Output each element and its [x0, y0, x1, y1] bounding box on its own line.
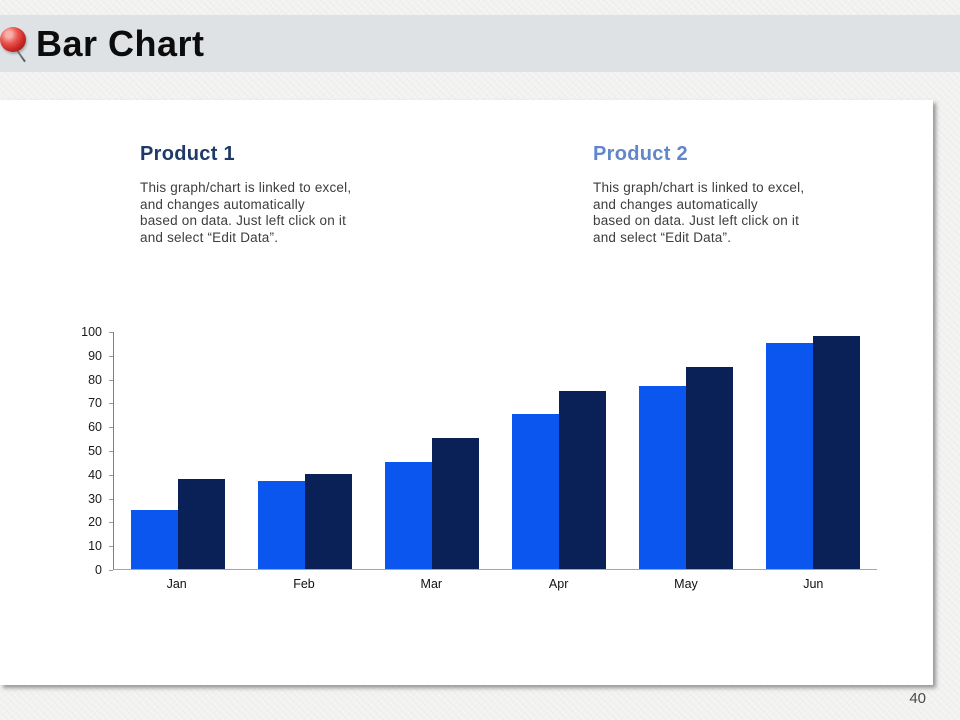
- y-axis-tick: [109, 570, 113, 571]
- bar-product-1-mar[interactable]: [384, 461, 432, 569]
- y-axis-tick: [109, 403, 113, 405]
- bar-group-mar: [368, 332, 495, 569]
- x-tick-label: Jun: [803, 577, 824, 591]
- page-number: 40: [909, 690, 926, 707]
- bar-product-1-jan[interactable]: [130, 509, 178, 569]
- x-tick-label: Apr: [548, 577, 569, 591]
- y-tick-label: 10: [88, 539, 102, 554]
- bar-product-2-mar[interactable]: [431, 438, 479, 569]
- y-axis-tick: [109, 332, 113, 333]
- y-tick-label: 50: [88, 444, 102, 458]
- y-axis-tick: [109, 355, 113, 357]
- bar-product-1-feb[interactable]: [257, 480, 305, 569]
- bar-product-2-apr[interactable]: [559, 390, 607, 569]
- y-tick-label: 80: [88, 372, 102, 387]
- x-tick-label: Jan: [166, 577, 187, 591]
- page-title: Bar Chart: [36, 22, 205, 64]
- bar-chart-plot-area[interactable]: [113, 332, 877, 570]
- y-tick-label: 60: [88, 420, 102, 435]
- product-2-description: This graph/chart is linked to excel, and…: [593, 180, 805, 245]
- bar-group-jan: [114, 332, 241, 569]
- bar-group-apr: [496, 332, 623, 569]
- product-2-title: Product 2: [593, 143, 688, 165]
- bar-product-1-may[interactable]: [639, 385, 687, 569]
- x-tick-label: May: [674, 577, 698, 591]
- bar-group-may: [623, 332, 750, 569]
- y-tick-label: 70: [88, 396, 102, 411]
- bar-product-2-jun[interactable]: [813, 335, 861, 569]
- x-tick-label: Feb: [293, 577, 315, 591]
- x-axis-labels: Jan Feb Mar Apr May Jun: [113, 577, 877, 591]
- y-tick-label: 40: [88, 467, 102, 482]
- slide-header: Bar Chart: [0, 15, 960, 72]
- y-axis-tick: [109, 522, 113, 524]
- y-axis-tick: [109, 451, 113, 452]
- y-tick-label: 20: [88, 515, 102, 530]
- x-tick-label: Mar: [420, 577, 443, 591]
- bar-group-feb: [241, 332, 368, 569]
- y-axis-tick: [109, 427, 113, 429]
- bar-product-2-jan[interactable]: [177, 478, 225, 569]
- y-axis-tick: [109, 379, 113, 381]
- y-tick-label: 100: [81, 325, 102, 339]
- product-1-block: Product 1 This graph/chart is linked to …: [140, 143, 390, 246]
- red-pushpin-icon: [0, 25, 32, 65]
- bar-product-1-apr[interactable]: [512, 414, 560, 569]
- product-1-title: Product 1: [140, 143, 235, 165]
- bar-product-2-may[interactable]: [686, 366, 734, 569]
- y-axis-tick: [109, 498, 113, 500]
- product-1-description: This graph/chart is linked to excel, and…: [140, 180, 352, 245]
- product-2-block: Product 2 This graph/chart is linked to …: [593, 143, 843, 246]
- bar-product-2-feb[interactable]: [304, 473, 352, 569]
- bar-group-jun: [750, 332, 877, 569]
- bar-product-1-jun[interactable]: [766, 342, 814, 569]
- y-tick-label: 30: [88, 491, 102, 506]
- y-axis-labels: 0 10 20 30 40 50 60 70 80 90 100: [58, 324, 102, 578]
- y-axis-tick: [109, 474, 113, 476]
- y-tick-label: 0: [95, 563, 102, 577]
- content-panel: Product 1 This graph/chart is linked to …: [0, 100, 933, 685]
- y-axis-tick: [109, 546, 113, 548]
- y-tick-label: 90: [88, 348, 102, 363]
